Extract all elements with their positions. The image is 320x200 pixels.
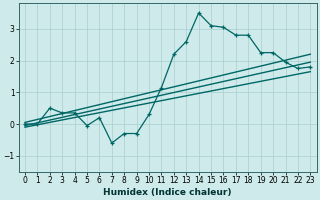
- X-axis label: Humidex (Indice chaleur): Humidex (Indice chaleur): [103, 188, 232, 197]
